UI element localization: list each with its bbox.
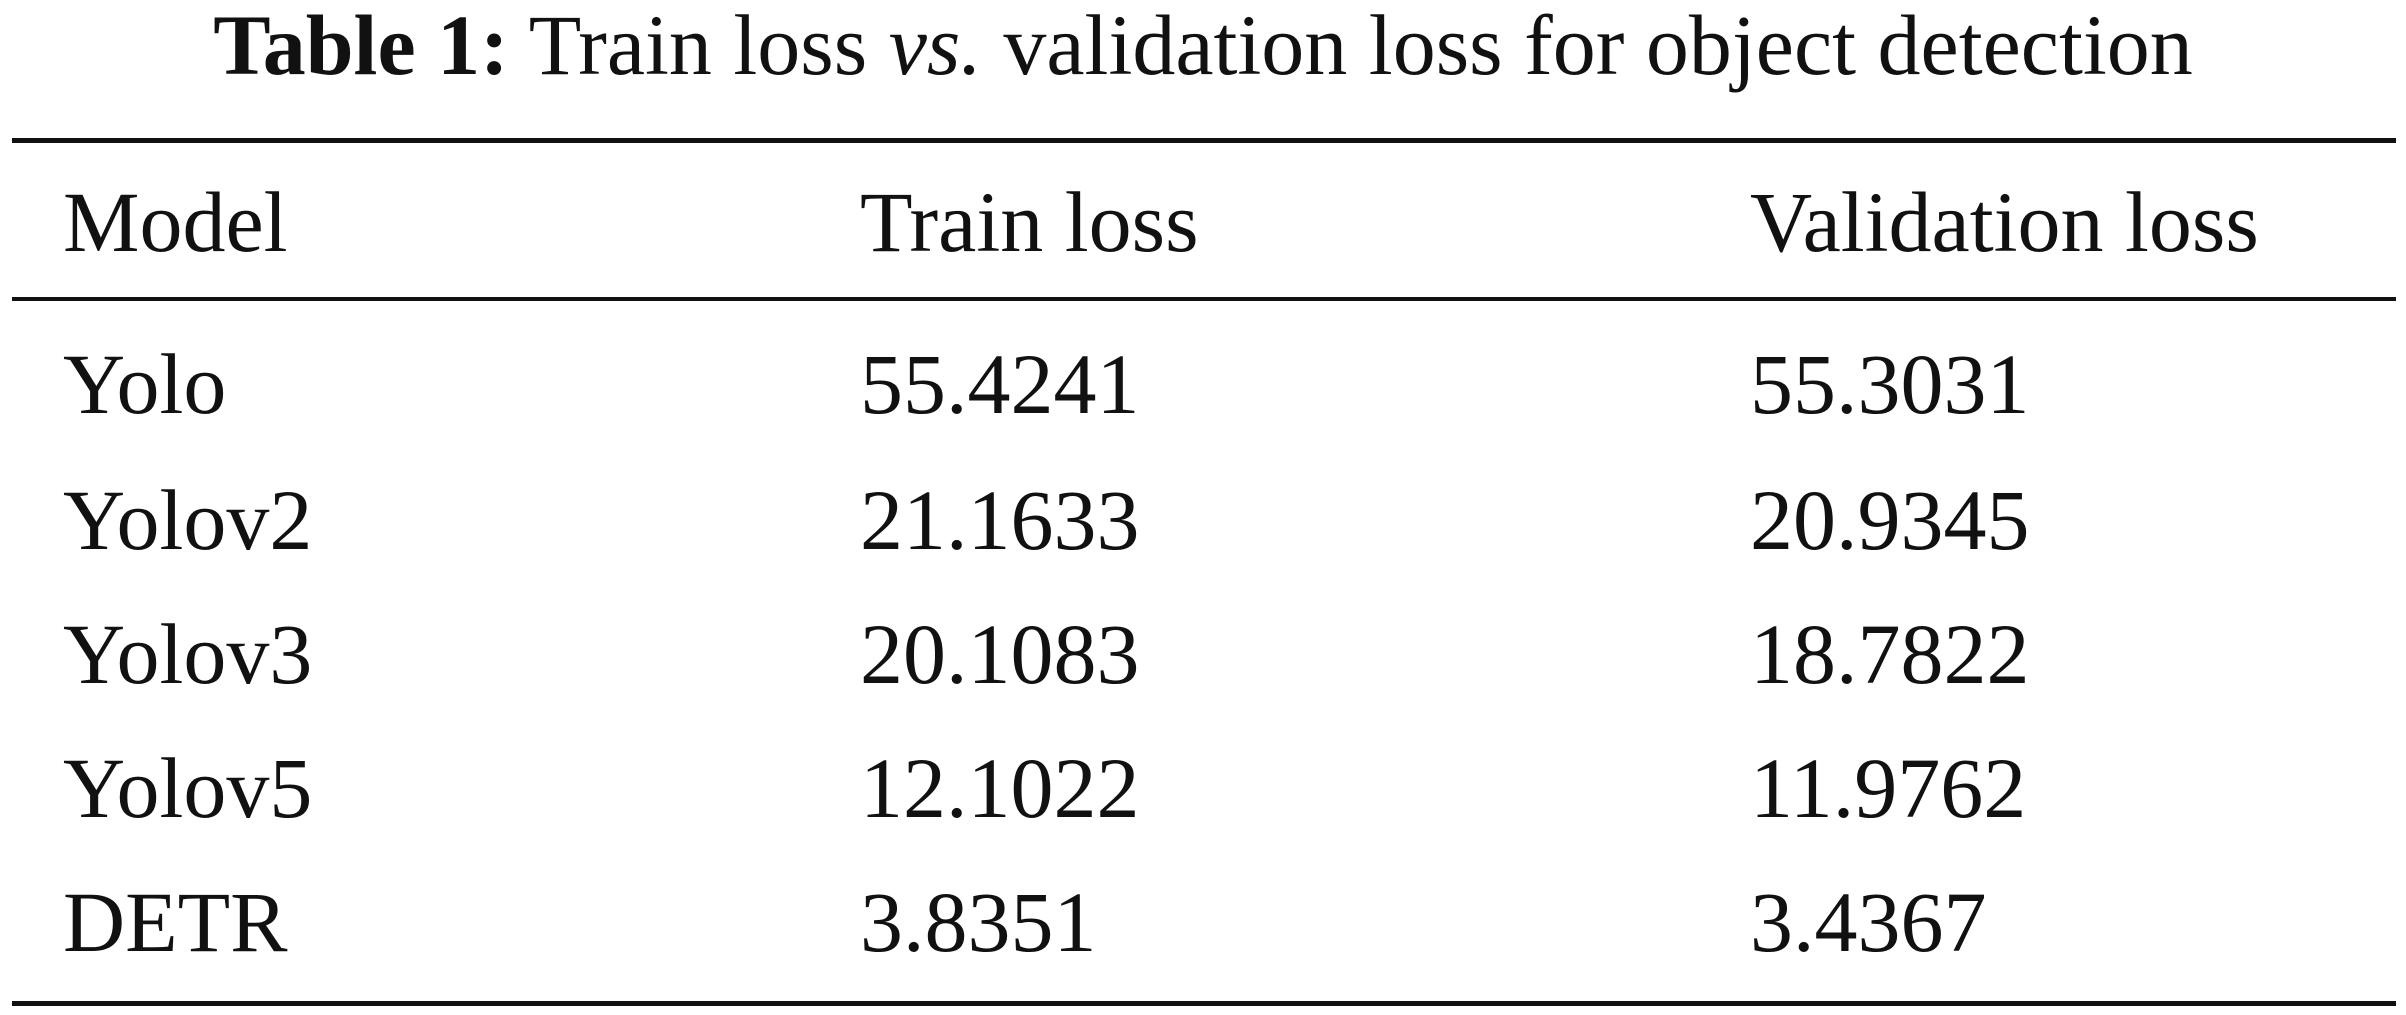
- model-cell: DETR: [63, 874, 288, 970]
- validation-loss-cell: 18.7822: [1750, 606, 2030, 702]
- model-cell: Yolov3: [63, 606, 313, 702]
- table-top-rule: [12, 138, 2396, 143]
- train-loss-cell: 12.1022: [860, 740, 1140, 836]
- table-caption-text-before: Train loss: [528, 0, 868, 93]
- train-loss-cell: 20.1083: [860, 606, 1140, 702]
- table-caption-text-italic: vs.: [888, 0, 982, 93]
- validation-loss-cell: 20.9345: [1750, 472, 2030, 568]
- table-caption-text-after: validation loss for object detection: [1003, 0, 2193, 93]
- column-header-validation-loss: Validation loss: [1750, 174, 2259, 270]
- train-loss-cell: 21.1633: [860, 472, 1140, 568]
- train-loss-cell: 55.4241: [860, 336, 1140, 432]
- validation-loss-cell: 55.3031: [1750, 336, 2030, 432]
- model-cell: Yolov5: [63, 740, 313, 836]
- column-header-train-loss: Train loss: [860, 174, 1199, 270]
- validation-loss-cell: 3.4367: [1750, 874, 1987, 970]
- model-cell: Yolo: [63, 336, 227, 432]
- table-header-rule: [12, 297, 2396, 301]
- validation-loss-cell: 11.9762: [1750, 740, 2027, 836]
- model-cell: Yolov2: [63, 472, 313, 568]
- table-bottom-rule: [12, 1001, 2396, 1006]
- train-loss-cell: 3.8351: [860, 874, 1097, 970]
- table-caption-label: Table 1:: [213, 0, 509, 93]
- column-header-model: Model: [63, 174, 288, 270]
- table-caption: Table 1: Train loss vs. validation loss …: [0, 0, 2406, 90]
